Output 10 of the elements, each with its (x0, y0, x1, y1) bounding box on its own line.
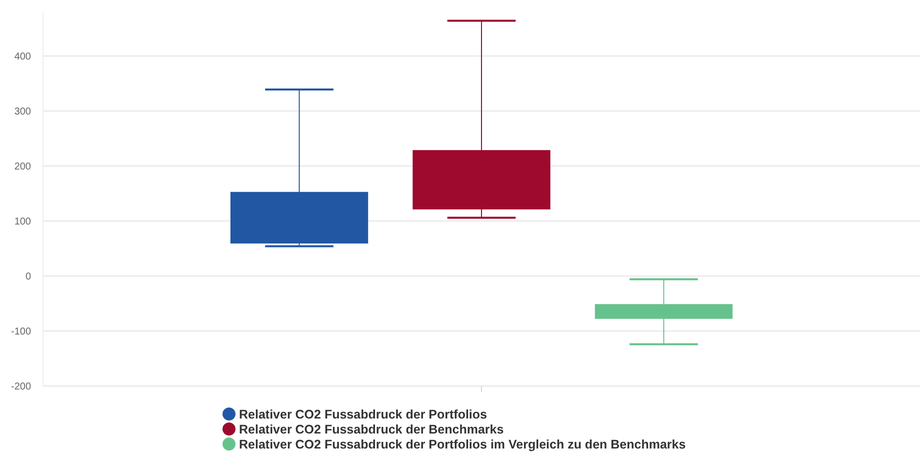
y-tick-label: -100 (10, 326, 32, 338)
legend-label: Relativer CO2 Fussabdruck der Benchmarks (239, 422, 504, 436)
legend-label: Relativer CO2 Fussabdruck der Portfolios im Vergleich zu den Benchmarks (239, 437, 686, 452)
y-tick-label: 300 (14, 106, 32, 118)
y-tick-label: 100 (14, 216, 32, 228)
y-tick-label: 400 (14, 52, 32, 62)
y-tick-label: 0 (25, 272, 32, 282)
y-tick-label: 200 (14, 162, 32, 172)
legend-label: Relativer CO2 Fussabdruck der Portfolios (239, 407, 488, 422)
y-tick-label: -200 (10, 382, 32, 392)
